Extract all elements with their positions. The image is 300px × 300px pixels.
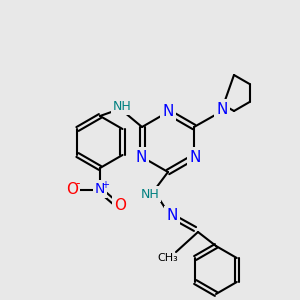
Text: NH: NH (141, 188, 159, 200)
Text: -: - (76, 178, 80, 190)
Text: N: N (189, 149, 201, 164)
Text: O: O (66, 182, 78, 197)
Text: +: + (101, 180, 109, 190)
Text: N: N (135, 149, 147, 164)
Text: O: O (114, 199, 126, 214)
Text: N: N (162, 103, 174, 118)
Text: NH: NH (112, 100, 131, 113)
Text: N: N (216, 101, 228, 116)
Text: CH₃: CH₃ (158, 253, 178, 263)
Text: N: N (166, 208, 178, 224)
Text: N: N (95, 182, 105, 196)
